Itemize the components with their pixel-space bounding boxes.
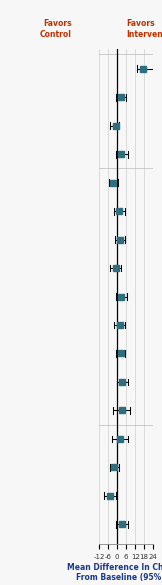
Text: Favors
Control: Favors Control xyxy=(40,19,72,39)
Text: Favors
Intervention: Favors Intervention xyxy=(127,19,162,39)
X-axis label: Mean Difference In Change
From Baseline (95% CI): Mean Difference In Change From Baseline … xyxy=(67,563,162,582)
